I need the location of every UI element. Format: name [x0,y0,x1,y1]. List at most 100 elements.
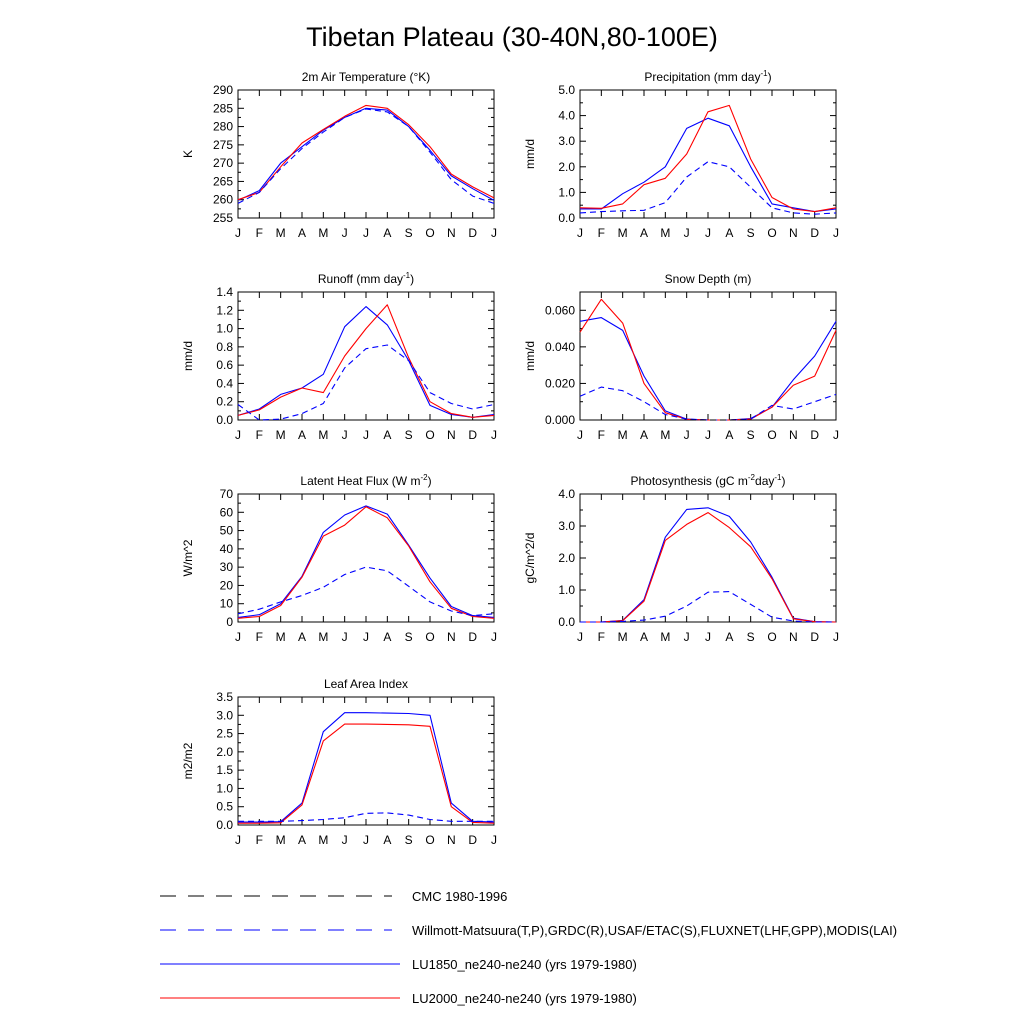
x-tick-label: M [318,630,328,644]
x-tick-label: A [640,428,648,442]
series-line-1 [579,317,837,421]
x-tick-label: J [235,630,241,644]
y-tick-label: 265 [213,174,233,188]
x-tick-label: J [363,226,369,240]
x-tick-label: J [705,226,711,240]
x-tick-label: J [235,226,241,240]
x-tick-label: J [684,630,690,644]
y-axis-label: gC/m^2/d [523,533,537,584]
y-tick-label: 30 [220,560,234,574]
x-tick-label: F [256,630,263,644]
x-tick-label: F [256,833,263,847]
y-tick-label: 0.4 [216,376,233,390]
chart-panel-7: Leaf Area Index m2/m2 0.0 0.5 1.0 1.5 2.0 2.5 3.… [181,677,497,847]
y-tick-label: 10 [220,597,234,611]
chart-panel-3: Runoff (mm day-1) mm/d 0.0 0.2 0.4 0.6 0.8 1.0 1… [181,271,497,442]
plot-frame [579,291,837,421]
series-line-1 [237,107,495,201]
y-tick-label: 1.0 [216,781,233,795]
series-line-1 [580,507,837,623]
x-tick-label: S [405,833,413,847]
y-tick-label: 20 [220,578,234,592]
y-tick-label: 60 [220,505,234,519]
y-tick-label: 0.6 [216,358,233,372]
y-tick-label: 4.0 [558,487,575,501]
y-tick-label: 0.0 [558,211,575,225]
series-line-3 [238,812,494,822]
x-tick-label: M [618,428,628,442]
chart-title: Latent Heat Flux (W m-2) [300,473,431,488]
x-tick-label: A [383,428,391,442]
y-tick-label: 70 [220,487,234,501]
y-tick-label: 0.000 [545,413,575,427]
x-tick-label: S [405,428,413,442]
y-tick-label: 285 [213,101,233,115]
x-tick-label: A [383,833,391,847]
x-tick-label: M [276,226,286,240]
series-line-3 [237,566,495,617]
series-line-2 [238,723,495,824]
x-tick-label: M [318,833,328,847]
series-line-3 [579,161,837,215]
y-tick-label: 0.2 [216,395,233,409]
x-tick-label: M [618,630,628,644]
x-tick-label: F [256,226,263,240]
y-tick-label: 0.060 [545,303,575,317]
legend-label-lu2000: LU2000_ne240-ne240 (yrs 1979-1980) [412,991,637,1006]
chart-panel-6: Photosynthesis (gC m-2day-1) gC/m^2/d 0.0 1… [523,473,839,644]
chart-title: Snow Depth (m) [665,272,752,286]
x-tick-label: M [318,226,328,240]
y-axis-label: mm/d [523,139,537,169]
y-tick-label: 290 [213,83,233,97]
y-tick-label: 270 [213,156,233,170]
x-tick-label: D [468,630,477,644]
chart-panels: 2m Air Temperature (°K) K 255 260 265 270 275 2… [181,69,839,847]
x-tick-label: A [640,630,648,644]
x-tick-label: O [425,428,434,442]
x-tick-label: D [468,833,477,847]
y-tick-label: 2.0 [558,551,575,565]
series-line-3 [237,108,495,204]
x-tick-label: F [598,630,605,644]
chart-panel-4: Snow Depth (m) mm/d 0.000 0.020 0.040 0.060 J F… [523,272,839,442]
x-tick-label: S [405,630,413,644]
x-tick-label: J [491,630,497,644]
y-tick-label: 0.040 [545,340,575,354]
series-line-2 [580,512,837,623]
series-line-2 [579,298,837,421]
x-tick-label: J [577,428,583,442]
y-tick-label: 3.0 [558,134,575,148]
series-line-1 [580,117,837,213]
x-tick-label: N [447,833,456,847]
x-tick-label: O [425,226,434,240]
chart-title: Runoff (mm day-1) [318,271,414,286]
x-tick-label: M [318,428,328,442]
y-tick-label: 0.0 [216,818,233,832]
plot-frame [579,89,837,219]
y-tick-label: 0.8 [216,340,233,354]
y-tick-label: 2.0 [216,745,233,759]
y-tick-label: 0.0 [558,615,575,629]
x-tick-label: N [789,630,798,644]
x-tick-label: N [447,428,456,442]
series-line-2 [237,304,495,418]
x-tick-label: J [342,833,348,847]
x-tick-label: S [747,630,755,644]
chart-title: Precipitation (mm day-1) [644,69,771,84]
y-tick-label: 1.2 [216,303,233,317]
x-tick-label: J [705,630,711,644]
page-title: Tibetan Plateau (30-40N,80-100E) [306,22,718,52]
chart-panel-1: 2m Air Temperature (°K) K 255 260 265 270 275 2… [181,70,497,240]
x-tick-label: A [725,630,733,644]
x-tick-label: M [276,630,286,644]
x-tick-label: O [767,428,776,442]
chart-title: Photosynthesis (gC m-2day-1) [631,473,786,488]
x-tick-label: F [256,428,263,442]
x-tick-label: J [491,428,497,442]
series-line-2 [237,506,495,619]
y-tick-label: 0 [226,615,233,629]
x-tick-label: F [598,226,605,240]
y-tick-label: 2.5 [216,727,233,741]
x-tick-label: J [342,630,348,644]
x-tick-label: M [276,833,286,847]
